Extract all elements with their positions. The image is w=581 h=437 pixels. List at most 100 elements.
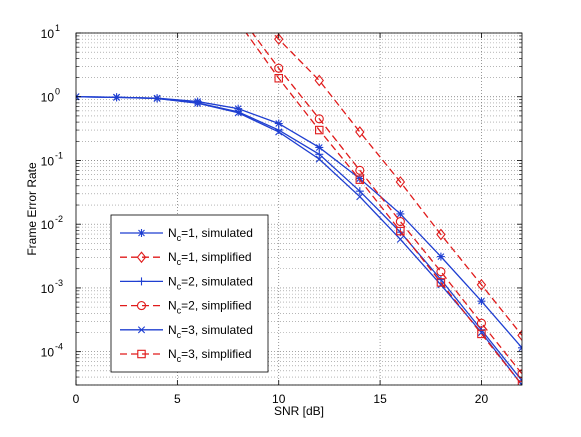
legend-label-rest: =3, simplified	[181, 347, 251, 361]
legend-label-rest: =1, simulated	[181, 226, 253, 240]
data-point-marker	[137, 277, 146, 286]
data-point-marker	[315, 143, 324, 152]
marker-stroke	[437, 281, 445, 289]
data-point-marker	[194, 99, 202, 107]
data-point-marker	[274, 73, 283, 83]
legend-label-subscript: c	[177, 281, 182, 291]
legend-item: Nc=3, simplified	[120, 347, 252, 364]
marker-shape	[477, 329, 486, 339]
data-point-marker	[314, 74, 324, 87]
data-point-marker	[315, 125, 324, 135]
data-point-marker	[275, 128, 283, 136]
legend-label: Nc=3, simplified	[168, 347, 252, 364]
x-tick-label: 20	[475, 392, 489, 406]
legend-label-main: N	[168, 299, 177, 313]
marker-stroke	[518, 344, 522, 349]
legend-label-main: N	[168, 274, 177, 288]
data-point-marker	[137, 349, 146, 359]
marker-stroke	[76, 93, 80, 98]
legend-label-rest: =1, simplified	[181, 250, 251, 264]
marker-shape	[315, 125, 324, 135]
series-line	[251, 33, 522, 375]
data-point-marker	[136, 301, 147, 311]
marker-shape	[274, 73, 283, 83]
legend-label-subscript: c	[177, 306, 182, 316]
data-point-marker	[517, 369, 522, 379]
legend-label-subscript: c	[177, 257, 182, 267]
marker-shape	[314, 114, 324, 124]
marker-shape	[355, 175, 365, 184]
series-line	[272, 33, 522, 336]
marker-shape	[436, 267, 446, 277]
series-4	[251, 33, 522, 379]
series-line	[76, 96, 522, 385]
legend-label: Nc=1, simulated	[168, 226, 253, 243]
y-tick-label: 10	[41, 282, 55, 296]
marker-stroke	[396, 235, 404, 243]
x-tick-label: 15	[373, 392, 387, 406]
y-tick-exponent: -2	[55, 214, 63, 224]
legend-label-main: N	[168, 226, 177, 240]
data-point-marker	[274, 33, 284, 46]
y-tick-label: 10	[41, 91, 55, 105]
data-point-marker	[436, 267, 446, 277]
marker-stroke	[315, 144, 323, 151]
marker-stroke	[478, 297, 485, 305]
marker-shape	[136, 301, 147, 311]
y-tick-exponent: -1	[55, 150, 63, 160]
series-2	[272, 33, 522, 342]
marker-stroke	[275, 128, 283, 136]
legend-label-rest: =2, simulated	[181, 274, 253, 288]
marker-stroke	[437, 253, 445, 261]
data-point-marker	[395, 176, 406, 188]
data-point-marker	[356, 193, 364, 201]
marker-stroke	[356, 175, 364, 182]
marker-stroke	[138, 229, 145, 237]
marker-shape	[476, 318, 487, 328]
y-tick-exponent: 1	[55, 23, 60, 33]
data-point-marker	[274, 63, 284, 73]
marker-shape	[436, 228, 446, 241]
marker-stroke	[518, 381, 522, 385]
legend-label: Nc=2, simplified	[168, 299, 252, 316]
data-point-marker	[137, 229, 146, 237]
data-point-marker	[355, 175, 365, 184]
data-point-marker	[234, 109, 242, 117]
data-point-marker	[476, 318, 487, 328]
y-tick-exponent: -3	[55, 278, 63, 288]
data-point-marker	[396, 226, 405, 236]
marker-shape	[274, 63, 284, 73]
series-5	[76, 93, 522, 385]
y-tick-exponent: 0	[55, 87, 60, 97]
y-tick-label: 10	[41, 346, 55, 360]
marker-shape	[517, 329, 522, 342]
legend-label-main: N	[168, 250, 177, 264]
data-point-marker	[436, 278, 446, 287]
legend-label-main: N	[168, 323, 177, 337]
marker-shape	[396, 226, 405, 236]
data-point-marker	[477, 297, 486, 306]
legend-label-main: N	[168, 347, 177, 361]
data-point-marker	[153, 94, 161, 103]
legend-item: Nc=2, simplified	[120, 299, 252, 316]
data-point-marker	[518, 343, 522, 352]
marker-stroke	[234, 109, 242, 117]
marker-shape	[395, 217, 405, 227]
marker-shape	[517, 369, 522, 379]
data-point-marker	[355, 165, 365, 175]
series-line	[245, 33, 522, 385]
plot-frame	[75, 32, 523, 386]
y-tick-exponent: -4	[55, 342, 63, 352]
x-tick-label: 10	[272, 392, 286, 406]
marker-shape	[355, 165, 365, 175]
data-point-marker	[436, 228, 446, 241]
axis-ticks: 10 -410 -310 -210 -110 010 10 5 10 15 20	[41, 23, 522, 406]
marker-stroke	[356, 193, 364, 201]
x-tick-label: 0	[73, 392, 80, 406]
y-tick-label: 10	[41, 154, 55, 168]
data-point-marker	[436, 252, 445, 261]
data-point-marker	[396, 235, 404, 243]
y-axis-label: Frame Error Rate	[25, 162, 39, 256]
y-tick-label: 10	[41, 27, 55, 41]
